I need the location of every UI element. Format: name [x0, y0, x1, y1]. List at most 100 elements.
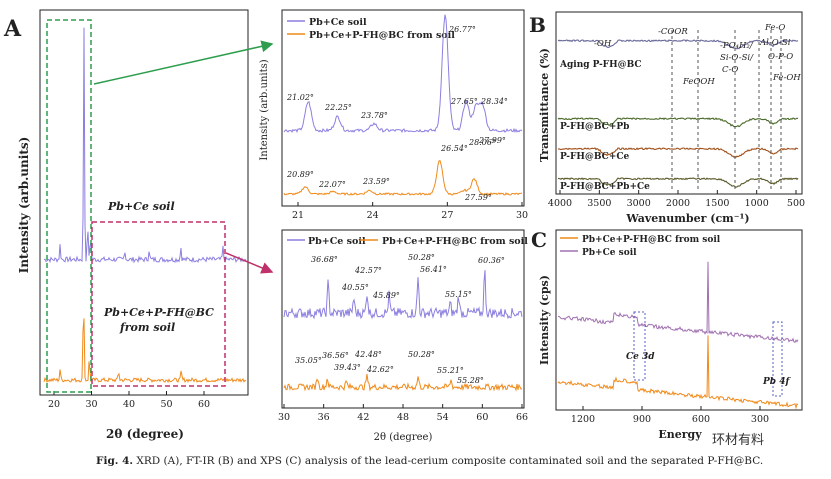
panel-a-annot-pb-ce: Pb+Ce soil: [107, 200, 175, 213]
x-tick-label: 1500: [705, 198, 729, 209]
inset-1-x-ticks: 21 24 27 30: [292, 202, 528, 221]
panel-c-series-pb-ce-pfhbc: [557, 335, 799, 410]
panel-a-ylabel: Intensity (arb.units): [17, 137, 31, 274]
caption-text: XRD (A), FT-IR (B) and XPS (C) analysis …: [136, 455, 764, 467]
inset-1-legend: Pb+Ce soil Pb+Ce+P-FH@BC from soil: [287, 17, 455, 41]
peak-label: 22.07°: [318, 180, 346, 189]
peak-label: 21.02°: [286, 93, 314, 102]
panel-c-annot-ce3d: Ce 3d: [626, 352, 655, 362]
x-tick-label: 600: [692, 414, 710, 425]
inset-1-legend-1: Pb+Ce soil: [309, 17, 367, 28]
caption-label: Fig. 4.: [96, 455, 134, 467]
peak-label: 26.54°: [440, 144, 468, 153]
inset-2-legend-2: Pb+Ce+P-FH@BC from soil: [382, 236, 528, 247]
inset-2-series-pb-ce-pfhbc: [283, 373, 523, 392]
peak-label: 50.28°: [408, 253, 435, 262]
band-label: Si-O-Si/: [720, 53, 754, 63]
panel-c-ylabel: Intensity (cps): [538, 275, 551, 365]
x-tick-label: 900: [633, 414, 651, 425]
x-tick-label: 42: [357, 412, 369, 423]
band-label: O-P-O: [768, 52, 793, 62]
peak-label: 36.68°: [311, 255, 338, 264]
inset-2-peak-labels: 36.68° 42.57° 50.28° 60.36° 40.55° 45.89…: [295, 253, 505, 385]
x-tick-label: 36: [318, 412, 330, 423]
panel-a-series-pb-ce-soil: [43, 27, 247, 264]
band-label: -OH: [594, 39, 612, 49]
x-tick-label: 60: [476, 412, 488, 423]
inset-2-xlabel: 2θ (degree): [374, 432, 433, 443]
panel-a-xlabel: 2θ (degree): [106, 427, 184, 441]
panel-a-series-pb-ce-pfhbc: [43, 318, 247, 384]
x-tick-label: 300: [751, 414, 769, 425]
panel-b-frame: [555, 11, 803, 195]
x-tick-label: 3000: [627, 198, 651, 209]
x-tick-label: 30: [278, 412, 290, 423]
inset-2: 2θ (degree) Pb+Ce soil Pb+Ce+P-FH@BC fro…: [278, 229, 528, 443]
series-label: P-FH@BC+Ce: [560, 152, 630, 162]
x-tick-label: 24: [367, 210, 379, 221]
panel-c-xlabel: Energy: [658, 428, 702, 441]
peak-label: 42.57°: [354, 266, 382, 275]
peak-label: 45.89°: [372, 291, 400, 300]
peak-label: 27.99°: [478, 136, 506, 145]
panel-a-label: A: [3, 16, 22, 42]
panel-b-x-ticks: 4000 3500 3000 2000 1500 1000 500: [548, 190, 805, 209]
peak-label: 23.59°: [362, 177, 390, 186]
band-label: C-O: [722, 65, 738, 75]
panel-b-ylabel: Transmittance (%): [538, 48, 551, 162]
inset-2-x-ticks: 30 36 42 48 54 60 66: [278, 404, 528, 423]
ce3d-box: [633, 311, 646, 381]
peak-label: 55.21°: [437, 366, 464, 375]
series-label: Aging P-FH@BC: [559, 60, 642, 70]
x-tick-label: 2000: [666, 198, 690, 209]
band-label: Fe-O: [764, 23, 785, 33]
peak-label: 27.65°: [450, 97, 478, 106]
panel-a-x-ticks: 20 30 40 50 60: [48, 391, 210, 410]
peak-label: 22.25°: [324, 103, 352, 112]
series-label: P-FH@BC+Pb+Ce: [560, 182, 650, 192]
zoom-box-magenta: [91, 221, 226, 387]
inset-2-legend-1: Pb+Ce soil: [308, 236, 366, 247]
panel-b: B Transmittance (%) Wavenumber (cm⁻¹) 40…: [529, 11, 805, 225]
x-tick-label: 4000: [548, 198, 572, 209]
peak-label: 55.15°: [445, 290, 472, 299]
peak-label: 50.28°: [408, 350, 435, 359]
peak-label: 28.34°: [480, 97, 508, 106]
x-tick-label: 66: [516, 412, 528, 423]
x-tick-label: 54: [437, 412, 449, 423]
peak-label: 40.55°: [341, 283, 369, 292]
x-tick-label: 30: [516, 210, 528, 221]
figure-caption: Fig. 4. XRD (A), FT-IR (B) and XPS (C) a…: [96, 455, 763, 467]
x-tick-label: 1200: [571, 414, 595, 425]
arrow-magenta: [225, 252, 274, 274]
panel-b-series-labels: Aging P-FH@BC P-FH@BC+Pb P-FH@BC+Ce P-FH…: [559, 60, 650, 192]
inset-1-frame: [281, 9, 525, 207]
peak-label: 42.62°: [366, 365, 394, 374]
inset-1: Intensity (arb.units) Pb+Ce soil Pb+Ce+P…: [259, 9, 528, 221]
panel-b-label: B: [529, 13, 546, 37]
panel-c-label: C: [531, 228, 547, 252]
pb4f-box: [772, 321, 783, 397]
arrow-green: [93, 40, 274, 85]
ftir-curve: [557, 117, 799, 128]
x-tick-label: 21: [292, 210, 304, 221]
x-tick-label: 20: [48, 399, 60, 410]
peak-label: 36.56°: [322, 351, 349, 360]
x-tick-label: 27: [441, 210, 453, 221]
peak-label: 42.48°: [354, 350, 382, 359]
panel-b-bands: -OH -COOR FeOOH -PO₄H₂/ Si-O-Si/ C-O Fe-…: [594, 23, 801, 87]
inset-1-series-pb-ce-soil: [283, 14, 523, 134]
panel-c-legend: Pb+Ce+P-FH@BC from soil Pb+Ce soil: [560, 235, 721, 258]
ftir-curve: [557, 39, 799, 50]
peak-label: 35.05°: [295, 356, 322, 365]
band-label: Al-O-Si: [759, 38, 791, 48]
inset-1-series-pb-ce-pfhbc: [283, 159, 523, 196]
panel-c-legend-2: Pb+Ce soil: [582, 248, 637, 258]
panel-c: C Intensity (cps) Energy 1200 900 600 300 P…: [531, 228, 803, 441]
series-label: P-FH@BC+Pb: [560, 122, 629, 132]
peak-label: 20.89°: [286, 170, 314, 179]
panel-b-xlabel: Wavenumber (cm⁻¹): [625, 212, 749, 225]
peak-label: 56.41°: [420, 265, 447, 274]
ftir-curve: [557, 177, 799, 188]
